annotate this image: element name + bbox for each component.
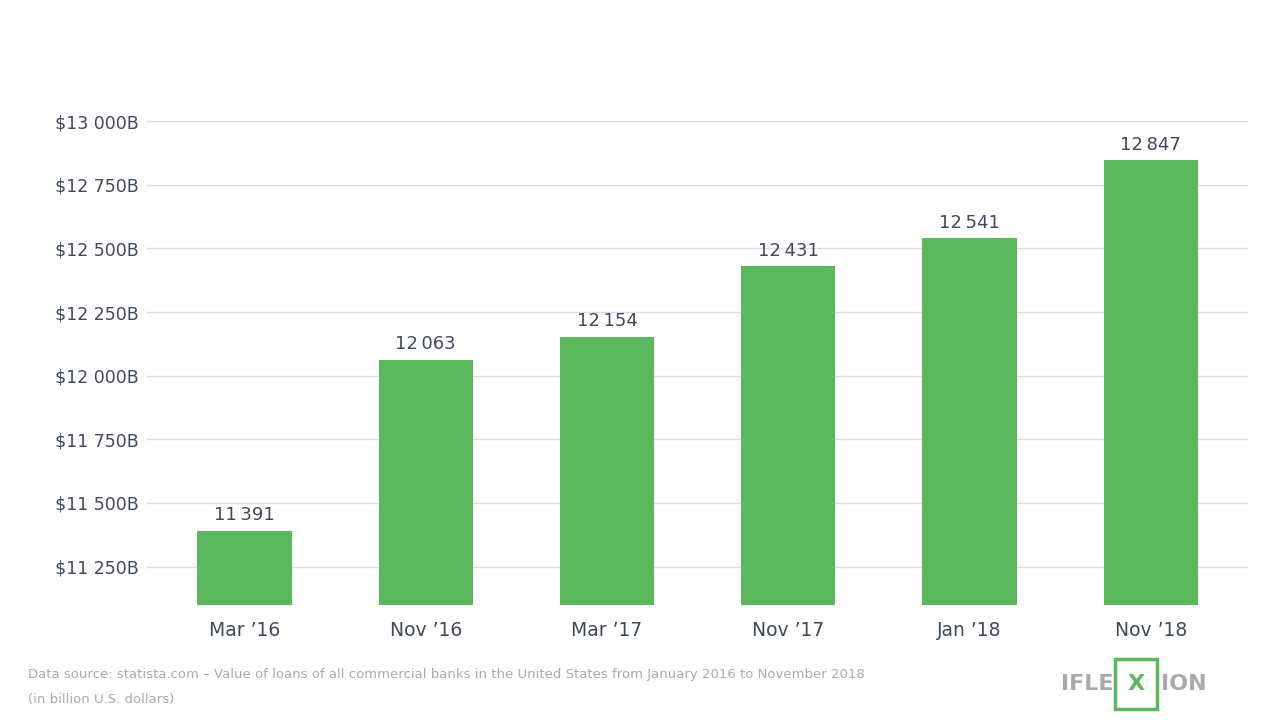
Text: 12 847: 12 847	[1120, 136, 1181, 154]
Bar	[559, 336, 654, 605]
Text: Data source: statista.com – Value of loans of all commercial banks in the United: Data source: statista.com – Value of loa…	[28, 668, 865, 681]
Text: 12 541: 12 541	[940, 214, 1000, 232]
Text: 12 154: 12 154	[576, 312, 637, 330]
Text: 12 431: 12 431	[758, 242, 819, 260]
Text: (in billion U.S. dollars): (in billion U.S. dollars)	[28, 693, 174, 706]
Bar	[379, 360, 472, 605]
Text: IFLE: IFLE	[1061, 674, 1114, 694]
Text: X: X	[1128, 674, 1144, 694]
Text: VALUE OF LOANS OF ALL COMMERCIAL BANKS IN THE U.S.: VALUE OF LOANS OF ALL COMMERCIAL BANKS I…	[28, 22, 979, 50]
Text: 12 063: 12 063	[396, 336, 456, 354]
Bar	[197, 531, 292, 605]
Text: ION: ION	[1161, 674, 1207, 694]
Bar	[1103, 160, 1198, 605]
Text: 11 391: 11 391	[214, 506, 275, 524]
Bar	[923, 238, 1016, 605]
Bar	[741, 266, 836, 605]
